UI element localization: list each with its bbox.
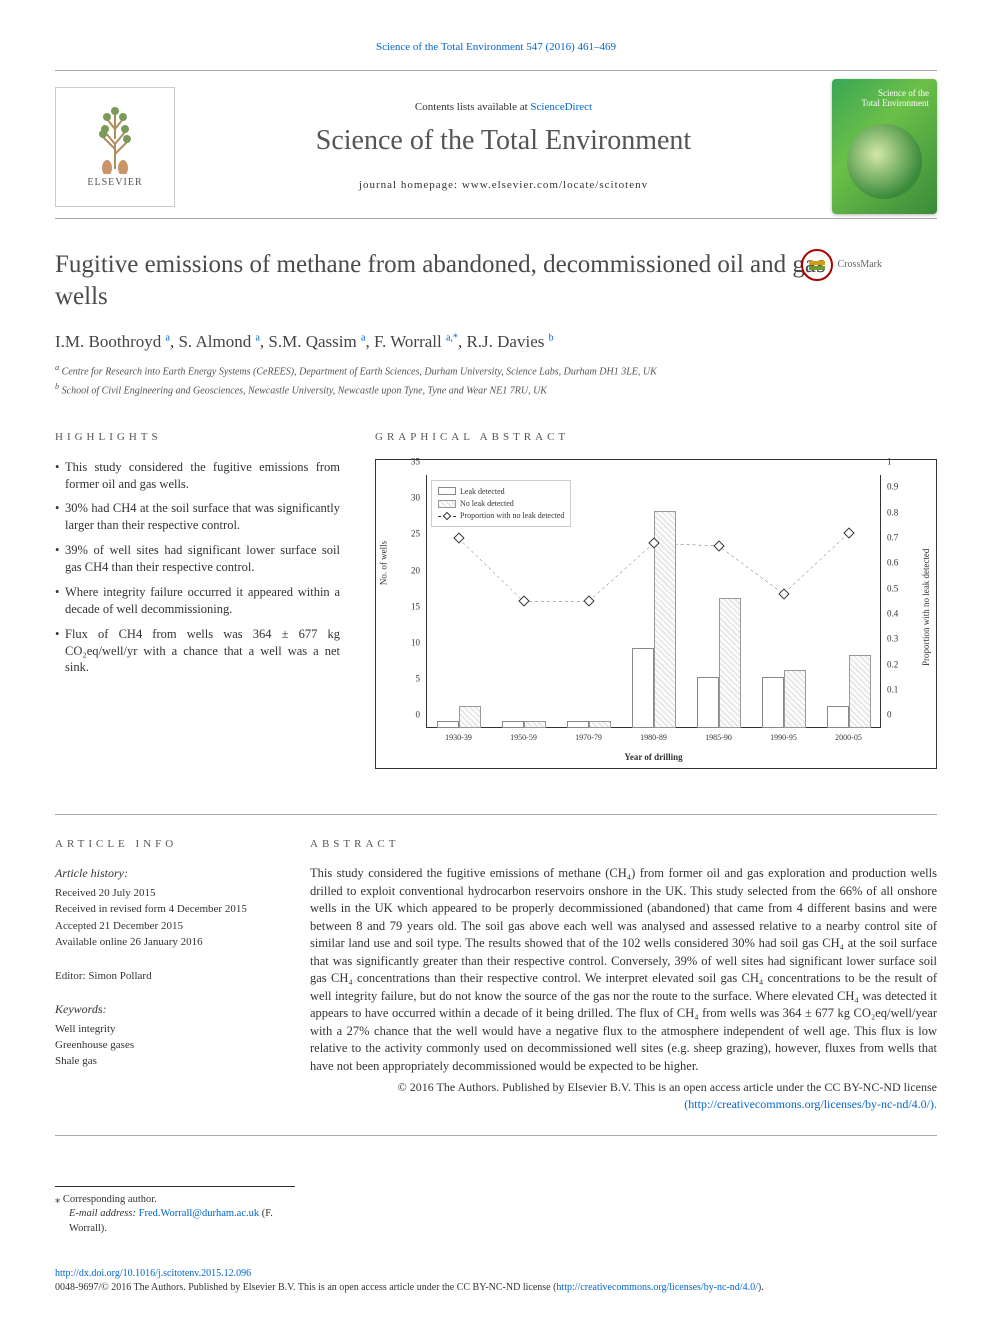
highlight-item: 30% had CH4 at the soil surface that was…	[55, 500, 340, 534]
highlight-item: 39% of well sites had significant lower …	[55, 542, 340, 576]
page-footer: http://dx.doi.org/10.1016/j.scitotenv.20…	[55, 1267, 937, 1295]
email-link[interactable]: Fred.Worrall@durham.ac.uk	[139, 1208, 260, 1219]
issn-end: ).	[758, 1282, 764, 1293]
keyword: Shale gas	[55, 1054, 275, 1069]
license-link[interactable]: (http://creativecommons.org/licenses/by-…	[684, 1097, 937, 1111]
highlights-heading: HIGHLIGHTS	[55, 430, 340, 445]
highlights-list: This study considered the fugitive emiss…	[55, 459, 340, 677]
author: F. Worrall a,*	[374, 332, 458, 351]
keyword: Well integrity	[55, 1022, 275, 1037]
highlight-item: Flux of CH4 from wells was 364 ± 677 kg …	[55, 626, 340, 677]
crossmark-label: CrossMark	[838, 258, 882, 272]
legend-label: No leak detected	[460, 498, 514, 509]
history-line: Received 20 July 2015	[55, 886, 275, 901]
article-info-heading: ARTICLE INFO	[55, 837, 275, 852]
legend-label: Proportion with no leak detected	[460, 510, 564, 521]
highlight-item: Where integrity failure occurred it appe…	[55, 584, 340, 618]
corresp-label: ⁎ Corresponding author.	[55, 1193, 295, 1208]
elsevier-logo: ELSEVIER	[55, 87, 175, 207]
journal-homepage: journal homepage: www.elsevier.com/locat…	[190, 178, 817, 193]
article-history: Article history: Received 20 July 2015 R…	[55, 865, 275, 950]
keyword: Greenhouse gases	[55, 1038, 275, 1053]
editor-name: Simon Pollard	[88, 970, 151, 982]
graphical-abstract-chart: 05101520253035No. of wells 00.10.20.30.4…	[375, 459, 937, 769]
affiliation: a Centre for Research into Earth Energy …	[55, 362, 937, 379]
abstract-text: This study considered the fugitive emiss…	[310, 865, 937, 1075]
journal-name: Science of the Total Environment	[190, 121, 817, 160]
legend-label: Leak detected	[460, 486, 505, 497]
history-label: Article history:	[55, 865, 275, 882]
cover-title: Science of theTotal Environment	[861, 89, 929, 109]
crossmark-icon	[801, 249, 833, 281]
corresponding-author: ⁎ Corresponding author. E-mail address: …	[55, 1186, 295, 1237]
footer-license-link[interactable]: http://creativecommons.org/licenses/by-n…	[556, 1282, 757, 1293]
contents-line: Contents lists available at ScienceDirec…	[190, 100, 817, 115]
chart-legend: Leak detected No leak detected Proportio…	[431, 480, 571, 528]
abstract-heading: ABSTRACT	[310, 837, 937, 852]
header-center: Contents lists available at ScienceDirec…	[190, 100, 817, 194]
editor-block: Editor: Simon Pollard	[55, 966, 275, 984]
author: I.M. Boothroyd a	[55, 332, 170, 351]
issn-line: 0048-9697/© 2016 The Authors. Published …	[55, 1282, 556, 1293]
journal-header: ELSEVIER Contents lists available at Sci…	[55, 70, 937, 219]
abstract-copyright: © 2016 The Authors. Published by Elsevie…	[310, 1079, 937, 1113]
author: S.M. Qassim a	[268, 332, 365, 351]
elsevier-label: ELSEVIER	[87, 176, 142, 190]
journal-cover-thumbnail: Science of theTotal Environment	[832, 79, 937, 214]
history-line: Available online 26 January 2016	[55, 935, 275, 950]
contents-pre: Contents lists available at	[415, 101, 530, 113]
history-line: Received in revised form 4 December 2015	[55, 902, 275, 917]
affiliation: b School of Civil Engineering and Geosci…	[55, 381, 937, 398]
elsevier-tree-icon	[85, 104, 145, 174]
citation-link[interactable]: Science of the Total Environment 547 (20…	[376, 41, 616, 53]
authors-line: I.M. Boothroyd a, S. Almond a, S.M. Qass…	[55, 330, 937, 354]
author: R.J. Davies b	[466, 332, 553, 351]
citation-header: Science of the Total Environment 547 (20…	[55, 40, 937, 55]
keywords-label: Keywords:	[55, 1001, 275, 1018]
doi-link[interactable]: http://dx.doi.org/10.1016/j.scitotenv.20…	[55, 1268, 251, 1279]
crossmark-badge[interactable]: CrossMark	[801, 249, 882, 281]
highlight-item: This study considered the fugitive emiss…	[55, 459, 340, 493]
editor-label: Editor:	[55, 970, 88, 982]
keywords-block: Keywords: Well integrity Greenhouse gase…	[55, 1001, 275, 1070]
graphical-abstract-heading: GRAPHICAL ABSTRACT	[375, 430, 937, 445]
history-line: Accepted 21 December 2015	[55, 919, 275, 934]
author: S. Almond a	[178, 332, 259, 351]
sciencedirect-link[interactable]: ScienceDirect	[530, 101, 592, 113]
email-label: E-mail address:	[69, 1208, 139, 1219]
